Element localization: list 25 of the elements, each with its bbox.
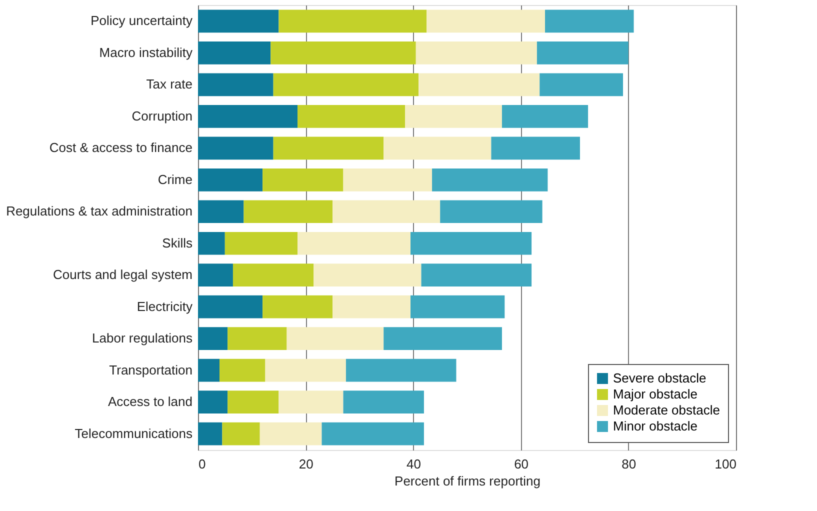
- legend-label: Severe obstacle: [613, 370, 706, 386]
- y-tick-label: Corruption: [132, 108, 192, 124]
- y-tick-label: Telecommunications: [74, 426, 193, 441]
- y-tick-label: Electricity: [136, 298, 193, 314]
- y-tick-label: Labor regulations: [92, 330, 193, 346]
- x-tick-label: 100: [714, 456, 736, 472]
- legend-label: Moderate obstacle: [613, 402, 720, 418]
- y-tick-label: Cost & access to finance: [49, 140, 192, 156]
- y-tick-label: Tax rate: [146, 76, 192, 92]
- x-axis-title: Percent of firms reporting: [394, 474, 540, 488]
- legend-label: Minor obstacle: [613, 418, 698, 434]
- y-tick-label: Macro instability: [99, 44, 193, 60]
- y-tick-label: Policy uncertainty: [90, 13, 193, 28]
- x-tick-label: 0: [198, 456, 206, 472]
- y-tick-label: Regulations & tax administration: [6, 204, 192, 219]
- y-tick-label: Skills: [162, 235, 193, 250]
- x-tick-label: 80: [622, 456, 636, 472]
- y-tick-label: Crime: [158, 172, 192, 187]
- x-tick-label: 20: [298, 456, 314, 472]
- legend-label: Major obstacle: [613, 386, 698, 402]
- y-tick-label: Courts and legal system: [53, 267, 192, 282]
- x-tick-label: 40: [406, 456, 421, 472]
- x-tick-label: 60: [514, 456, 529, 472]
- y-tick-label: Access to land: [108, 394, 192, 410]
- y-tick-label: Transportation: [109, 362, 192, 378]
